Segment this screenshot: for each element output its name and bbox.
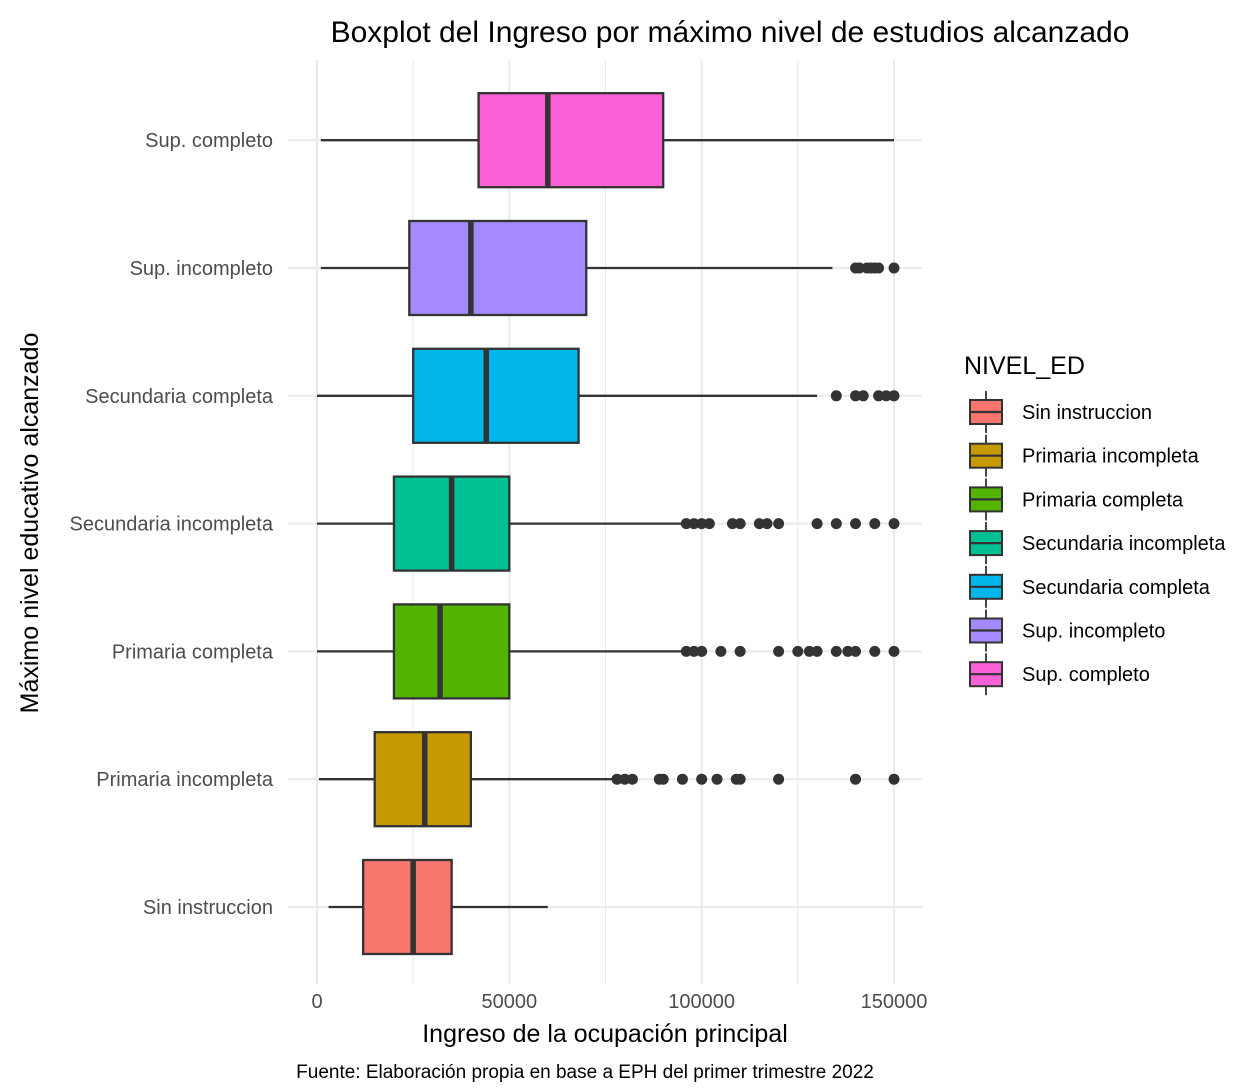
x-tick-label: 50000	[482, 991, 538, 1013]
box-iqr	[362, 858, 453, 956]
y-tick-label: Sup. completo	[145, 130, 273, 152]
outlier-point	[676, 773, 688, 785]
y-axis-ticks: Sin instruccion Primaria incompleta Primar…	[70, 130, 274, 919]
outlier-point	[830, 645, 842, 657]
box-sup-completo	[320, 92, 894, 189]
outlier-point	[811, 518, 823, 530]
outlier-point	[803, 645, 815, 657]
legend-item: Secundaria completa	[969, 565, 1211, 608]
box-primaria-completa	[317, 603, 900, 700]
outlier-point	[773, 773, 785, 785]
legend-item: Sup. incompleto	[969, 609, 1165, 652]
legend-label: Secundaria incompleta	[1022, 533, 1226, 555]
outlier-point	[753, 518, 765, 530]
outlier-point	[888, 262, 900, 274]
box-iqr	[477, 92, 665, 189]
outlier-point	[761, 518, 773, 530]
outlier-point	[734, 518, 746, 530]
x-tick-label: 100000	[668, 991, 735, 1013]
outlier-point	[850, 518, 862, 530]
outlier-point	[850, 645, 862, 657]
outlier-point	[888, 645, 900, 657]
outlier-point	[869, 518, 881, 530]
outlier-point	[619, 773, 631, 785]
legend-label: Primaria incompleta	[1022, 446, 1200, 468]
outlier-point	[711, 773, 723, 785]
legend: Sin instruccion Primaria incompleta Primar…	[969, 391, 1226, 696]
outlier-point	[696, 773, 708, 785]
y-axis-title: Máximo nivel educativo alcanzado	[16, 333, 44, 714]
outlier-point	[850, 773, 862, 785]
x-tick-label: 150000	[861, 991, 928, 1013]
outlier-point	[888, 518, 900, 530]
outlier-point	[657, 773, 669, 785]
outlier-point	[869, 645, 881, 657]
y-tick-label: Sup. incompleto	[130, 258, 273, 280]
grid-lines	[288, 60, 922, 984]
y-tick-label: Secundaria incompleta	[70, 514, 274, 536]
outlier-point	[873, 390, 885, 402]
legend-item: Primaria completa	[969, 478, 1184, 521]
legend-label: Sup. completo	[1022, 664, 1150, 686]
outlier-point	[688, 518, 700, 530]
legend-item: Primaria incompleta	[969, 434, 1200, 477]
outlier-point	[792, 645, 804, 657]
box-layer	[317, 92, 900, 956]
box-sup-incompleto	[320, 219, 900, 317]
outlier-point	[626, 773, 638, 785]
outlier-point	[734, 773, 746, 785]
outlier-point	[680, 645, 692, 657]
legend-label: Sup. incompleto	[1022, 621, 1165, 643]
outlier-point	[880, 390, 892, 402]
legend-item: Sup. completo	[969, 653, 1150, 696]
y-tick-label: Primaria completa	[112, 641, 274, 663]
chart-title: Boxplot del Ingreso por máximo nivel de …	[331, 16, 1130, 49]
chart-caption: Fuente: Elaboración propia en base a EPH…	[296, 1062, 874, 1083]
outlier-point	[715, 645, 727, 657]
outlier-point	[680, 518, 692, 530]
outlier-point	[857, 390, 869, 402]
legend-item: Secundaria incompleta	[969, 522, 1226, 565]
outlier-point	[773, 518, 785, 530]
box-secundaria-incompleta	[317, 475, 900, 572]
box-iqr	[408, 219, 588, 317]
outlier-point	[842, 645, 854, 657]
outlier-point	[853, 262, 865, 274]
y-tick-label: Sin instruccion	[143, 897, 273, 919]
outlier-point	[830, 390, 842, 402]
outlier-point	[811, 645, 823, 657]
x-axis-ticks: 0 50000 100000 150000	[311, 991, 927, 1013]
outlier-point	[611, 773, 623, 785]
x-tick-label: 0	[311, 991, 322, 1013]
legend-item: Sin instruccion	[969, 391, 1152, 433]
outlier-point	[888, 390, 900, 402]
legend-label: Secundaria completa	[1022, 577, 1211, 599]
y-tick-label: Primaria incompleta	[96, 769, 274, 791]
outlier-point	[734, 645, 746, 657]
box-iqr	[392, 603, 511, 700]
outlier-point	[773, 645, 785, 657]
box-sin-instruccion	[328, 858, 548, 956]
legend-label: Primaria completa	[1022, 489, 1184, 511]
box-primaria-incompleta	[318, 731, 900, 828]
outlier-point	[873, 262, 885, 274]
outlier-point	[850, 390, 862, 402]
outlier-point	[703, 518, 715, 530]
outlier-point	[696, 518, 708, 530]
legend-title: NIVEL_ED	[964, 352, 1085, 380]
outlier-point	[888, 773, 900, 785]
box-secundaria-completa	[317, 347, 900, 444]
box-iqr	[412, 347, 580, 444]
outlier-point	[726, 518, 738, 530]
outlier-point	[696, 645, 708, 657]
outlier-point	[830, 518, 842, 530]
y-tick-label: Secundaria completa	[85, 386, 274, 408]
x-axis-title: Ingreso de la ocupación principal	[422, 1020, 788, 1048]
outlier-point	[688, 645, 700, 657]
legend-label: Sin instruccion	[1022, 402, 1152, 424]
